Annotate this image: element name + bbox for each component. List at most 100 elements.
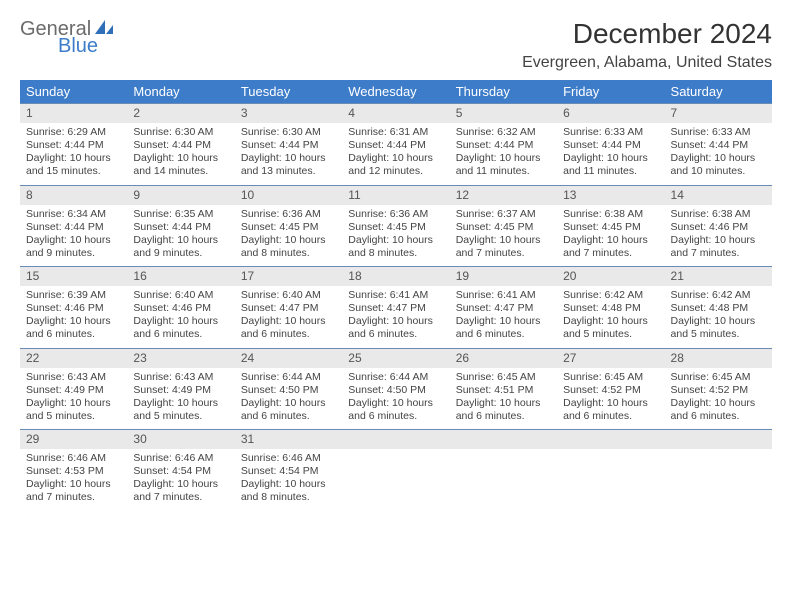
day-line: Sunrise: 6:29 AM — [26, 126, 121, 139]
day-line: Daylight: 10 hours — [241, 478, 336, 491]
calendar-day-cell: 18Sunrise: 6:41 AMSunset: 4:47 PMDayligh… — [342, 266, 449, 348]
day-line: Sunrise: 6:44 AM — [241, 371, 336, 384]
weekday-header: Monday — [127, 80, 234, 103]
day-line: Daylight: 10 hours — [26, 315, 121, 328]
day-line: and 7 minutes. — [456, 247, 551, 260]
day-number: 9 — [127, 185, 234, 205]
day-line: Daylight: 10 hours — [241, 234, 336, 247]
day-line: and 11 minutes. — [563, 165, 658, 178]
location-text: Evergreen, Alabama, United States — [522, 54, 772, 72]
day-line: Sunset: 4:47 PM — [348, 302, 443, 315]
day-number: 8 — [20, 185, 127, 205]
day-line: and 7 minutes. — [671, 247, 766, 260]
calendar-day-cell: 15Sunrise: 6:39 AMSunset: 4:46 PMDayligh… — [20, 266, 127, 348]
day-info: Sunrise: 6:32 AMSunset: 4:44 PMDaylight:… — [450, 123, 557, 185]
day-number: 3 — [235, 103, 342, 123]
day-line: Sunset: 4:45 PM — [456, 221, 551, 234]
day-line: Sunset: 4:45 PM — [241, 221, 336, 234]
day-line: Sunset: 4:48 PM — [671, 302, 766, 315]
day-line: Daylight: 10 hours — [241, 397, 336, 410]
day-info: Sunrise: 6:42 AMSunset: 4:48 PMDaylight:… — [557, 286, 664, 348]
calendar-day-cell — [342, 429, 449, 511]
day-info: Sunrise: 6:45 AMSunset: 4:52 PMDaylight:… — [557, 368, 664, 430]
calendar-day-cell: 19Sunrise: 6:41 AMSunset: 4:47 PMDayligh… — [450, 266, 557, 348]
day-line: Daylight: 10 hours — [241, 315, 336, 328]
day-line: Sunset: 4:53 PM — [26, 465, 121, 478]
day-info: Sunrise: 6:42 AMSunset: 4:48 PMDaylight:… — [665, 286, 772, 348]
day-info: Sunrise: 6:44 AMSunset: 4:50 PMDaylight:… — [342, 368, 449, 430]
day-line: Daylight: 10 hours — [133, 152, 228, 165]
calendar-day-cell: 8Sunrise: 6:34 AMSunset: 4:44 PMDaylight… — [20, 185, 127, 267]
calendar-day-cell: 21Sunrise: 6:42 AMSunset: 4:48 PMDayligh… — [665, 266, 772, 348]
day-line: and 7 minutes. — [563, 247, 658, 260]
calendar-week: 29Sunrise: 6:46 AMSunset: 4:53 PMDayligh… — [20, 429, 772, 511]
weekday-header: Thursday — [450, 80, 557, 103]
day-line: and 13 minutes. — [241, 165, 336, 178]
day-line: Daylight: 10 hours — [133, 478, 228, 491]
day-number: 30 — [127, 429, 234, 449]
day-line: Daylight: 10 hours — [26, 478, 121, 491]
month-title: December 2024 — [522, 18, 772, 50]
day-line: and 6 minutes. — [241, 328, 336, 341]
calendar-week: 22Sunrise: 6:43 AMSunset: 4:49 PMDayligh… — [20, 348, 772, 430]
day-line: Sunrise: 6:34 AM — [26, 208, 121, 221]
day-line: Daylight: 10 hours — [563, 234, 658, 247]
day-line: Sunrise: 6:43 AM — [133, 371, 228, 384]
day-info: Sunrise: 6:41 AMSunset: 4:47 PMDaylight:… — [450, 286, 557, 348]
day-line: and 6 minutes. — [563, 410, 658, 423]
day-line: Sunrise: 6:36 AM — [241, 208, 336, 221]
day-line: and 6 minutes. — [348, 328, 443, 341]
calendar-day-cell: 29Sunrise: 6:46 AMSunset: 4:53 PMDayligh… — [20, 429, 127, 511]
day-line: Sunset: 4:54 PM — [133, 465, 228, 478]
day-line: and 10 minutes. — [671, 165, 766, 178]
calendar-day-cell: 26Sunrise: 6:45 AMSunset: 4:51 PMDayligh… — [450, 348, 557, 430]
weekday-header: Friday — [557, 80, 664, 103]
day-line: and 5 minutes. — [26, 410, 121, 423]
calendar-day-cell: 23Sunrise: 6:43 AMSunset: 4:49 PMDayligh… — [127, 348, 234, 430]
day-line: Sunrise: 6:44 AM — [348, 371, 443, 384]
day-number: 2 — [127, 103, 234, 123]
day-line: Sunset: 4:48 PM — [563, 302, 658, 315]
calendar-day-cell: 1Sunrise: 6:29 AMSunset: 4:44 PMDaylight… — [20, 103, 127, 185]
day-info: Sunrise: 6:30 AMSunset: 4:44 PMDaylight:… — [127, 123, 234, 185]
day-line: Sunset: 4:51 PM — [456, 384, 551, 397]
day-info: Sunrise: 6:36 AMSunset: 4:45 PMDaylight:… — [235, 205, 342, 267]
calendar-day-cell: 27Sunrise: 6:45 AMSunset: 4:52 PMDayligh… — [557, 348, 664, 430]
calendar-day-cell — [557, 429, 664, 511]
day-line: and 5 minutes. — [563, 328, 658, 341]
day-info: Sunrise: 6:38 AMSunset: 4:45 PMDaylight:… — [557, 205, 664, 267]
day-line: Daylight: 10 hours — [133, 397, 228, 410]
calendar-day-cell: 31Sunrise: 6:46 AMSunset: 4:54 PMDayligh… — [235, 429, 342, 511]
day-number: 27 — [557, 348, 664, 368]
day-line: Daylight: 10 hours — [241, 152, 336, 165]
day-number: 12 — [450, 185, 557, 205]
day-number: 13 — [557, 185, 664, 205]
calendar-day-cell: 28Sunrise: 6:45 AMSunset: 4:52 PMDayligh… — [665, 348, 772, 430]
day-number: 26 — [450, 348, 557, 368]
calendar-day-cell: 6Sunrise: 6:33 AMSunset: 4:44 PMDaylight… — [557, 103, 664, 185]
day-line: and 8 minutes. — [348, 247, 443, 260]
day-line: Sunset: 4:44 PM — [26, 139, 121, 152]
day-line: and 6 minutes. — [671, 410, 766, 423]
day-number: 7 — [665, 103, 772, 123]
calendar-day-cell: 9Sunrise: 6:35 AMSunset: 4:44 PMDaylight… — [127, 185, 234, 267]
calendar-day-cell: 10Sunrise: 6:36 AMSunset: 4:45 PMDayligh… — [235, 185, 342, 267]
day-line: and 12 minutes. — [348, 165, 443, 178]
day-info: Sunrise: 6:34 AMSunset: 4:44 PMDaylight:… — [20, 205, 127, 267]
day-info: Sunrise: 6:33 AMSunset: 4:44 PMDaylight:… — [665, 123, 772, 185]
day-line: Daylight: 10 hours — [563, 397, 658, 410]
day-line: Sunrise: 6:46 AM — [241, 452, 336, 465]
day-line: Daylight: 10 hours — [671, 234, 766, 247]
day-number: 28 — [665, 348, 772, 368]
calendar-week: 15Sunrise: 6:39 AMSunset: 4:46 PMDayligh… — [20, 266, 772, 348]
day-line: Sunrise: 6:38 AM — [563, 208, 658, 221]
day-line: Sunrise: 6:42 AM — [671, 289, 766, 302]
day-line: Daylight: 10 hours — [563, 315, 658, 328]
day-number: 14 — [665, 185, 772, 205]
day-info: Sunrise: 6:39 AMSunset: 4:46 PMDaylight:… — [20, 286, 127, 348]
title-block: December 2024 Evergreen, Alabama, United… — [522, 18, 772, 72]
day-line: Sunset: 4:47 PM — [241, 302, 336, 315]
calendar-day-cell: 17Sunrise: 6:40 AMSunset: 4:47 PMDayligh… — [235, 266, 342, 348]
day-line: Sunset: 4:50 PM — [241, 384, 336, 397]
day-info: Sunrise: 6:36 AMSunset: 4:45 PMDaylight:… — [342, 205, 449, 267]
